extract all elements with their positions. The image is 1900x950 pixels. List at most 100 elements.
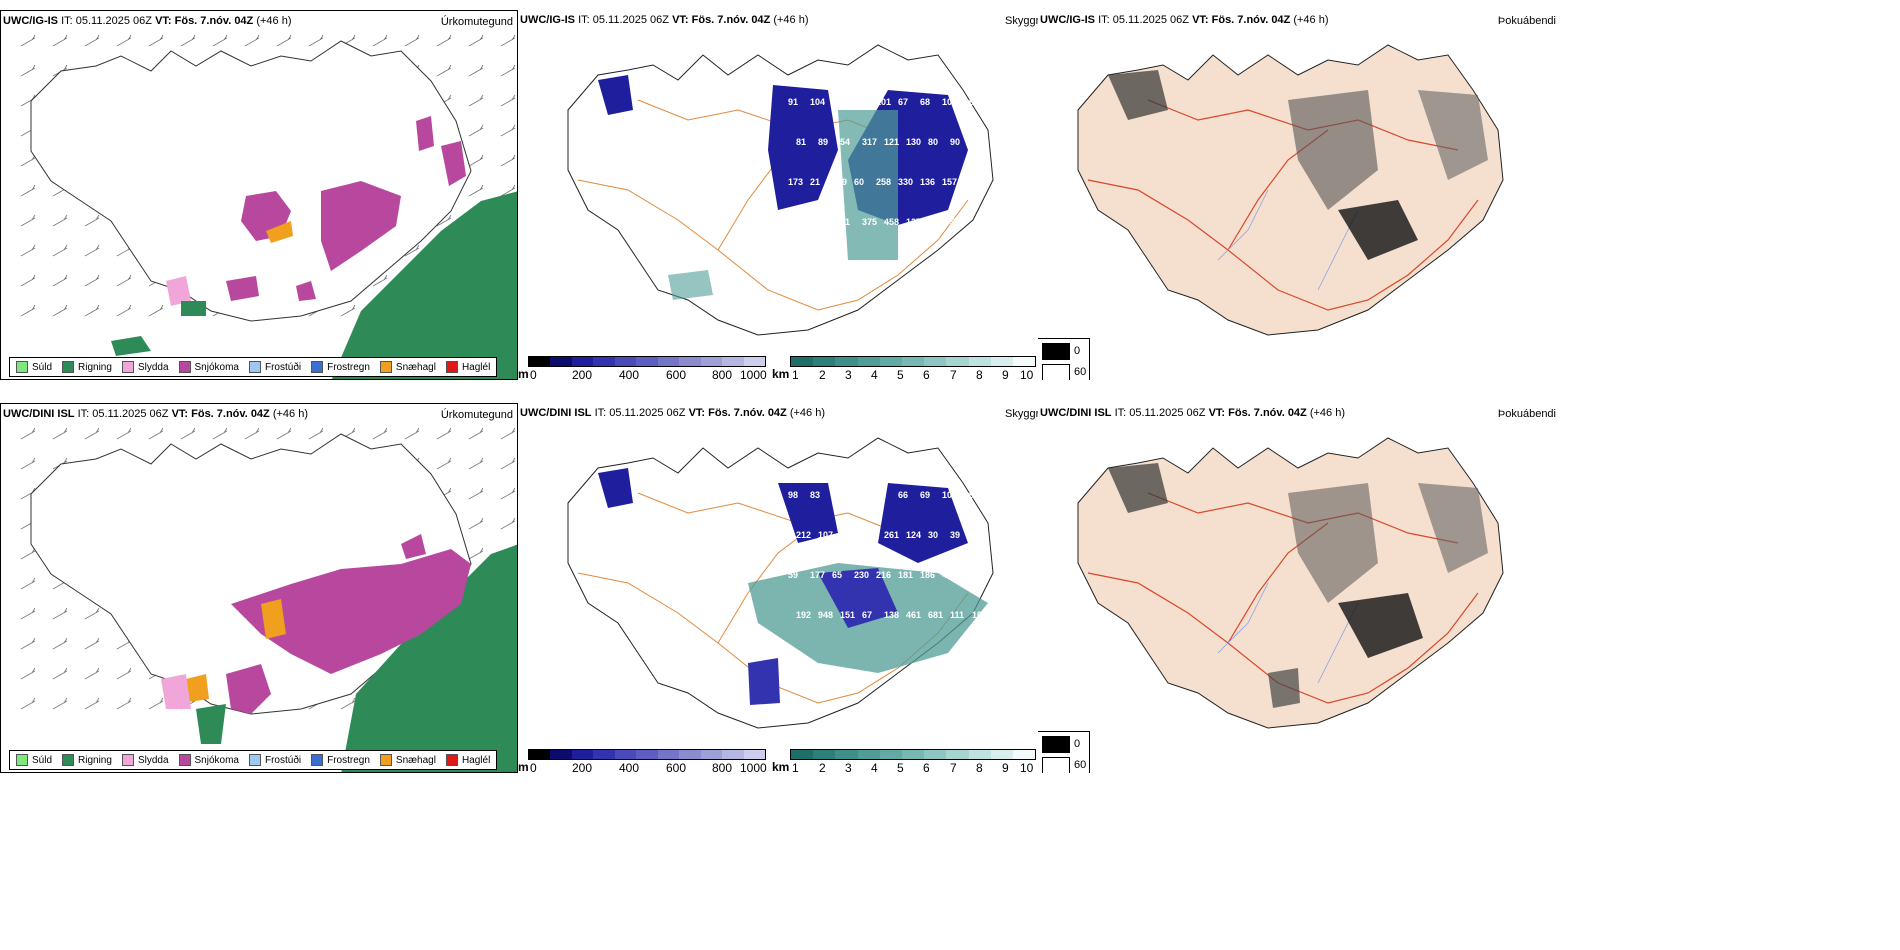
ceiling-value-label: 458 bbox=[884, 217, 899, 227]
visibility-tick: 5 bbox=[897, 368, 904, 380]
legend-swatch bbox=[16, 361, 28, 373]
wind-barb-icon bbox=[20, 214, 36, 227]
legend-item: Slydda bbox=[121, 361, 169, 373]
wind-barb-icon bbox=[468, 94, 484, 107]
wind-barb-icon bbox=[84, 274, 100, 287]
precip-type-map bbox=[20, 34, 517, 379]
fog-legend-value: 0 bbox=[1074, 738, 1081, 750]
wind-barb-icon bbox=[500, 94, 516, 107]
fog-area bbox=[1418, 90, 1488, 180]
wind-barb-icon bbox=[20, 547, 36, 560]
ceiling-value-label: 65 bbox=[832, 570, 842, 580]
wind-barb-icon bbox=[340, 697, 356, 710]
fog-legend-swatch bbox=[1042, 364, 1070, 380]
ceiling-value-label: 66 bbox=[898, 490, 908, 500]
ceiling-value-label: 21 bbox=[810, 177, 820, 187]
snow-area bbox=[226, 664, 271, 714]
panel-header: UWC/DINI ISL IT: 05.11.2025 06Z VT: Fös.… bbox=[3, 408, 309, 420]
ceiling-colorbar: m 0 200 400 600 800 1000 bbox=[518, 356, 768, 380]
wind-barb-icon bbox=[52, 427, 68, 440]
wind-barb-icon bbox=[436, 214, 452, 227]
wind-barb-icon bbox=[52, 244, 68, 257]
wind-barb-icon bbox=[116, 667, 132, 680]
ceiling-value-label: 80 bbox=[928, 137, 938, 147]
visibility-tick: 10 bbox=[1020, 368, 1034, 380]
wind-barb-icon bbox=[84, 34, 100, 47]
wind-barb-icon bbox=[180, 34, 196, 47]
wind-barb-icon bbox=[404, 34, 420, 47]
ceiling-visibility-panel-row2: UWC/DINI ISL IT: 05.11.2025 06Z VT: Fös.… bbox=[518, 403, 1038, 773]
ceiling-value-label: 330 bbox=[898, 177, 913, 187]
legend-item: Frostúði bbox=[248, 754, 301, 766]
legend-item: Haglél bbox=[445, 361, 490, 373]
legend-item: Haglél bbox=[445, 754, 490, 766]
ceiling-tick: 200 bbox=[572, 368, 593, 380]
wind-barb-icon bbox=[468, 517, 484, 530]
legend-item: Slydda bbox=[121, 754, 169, 766]
legend-item: Súld bbox=[16, 754, 52, 766]
wind-barb-icon bbox=[372, 34, 388, 47]
ceiling-value-label: 242 bbox=[964, 570, 979, 580]
visibility-tick: 2 bbox=[819, 761, 826, 773]
wind-barb-icon bbox=[84, 607, 100, 620]
visibility-area bbox=[668, 270, 713, 300]
legend-swatch bbox=[121, 361, 134, 373]
wind-barb-icon bbox=[276, 34, 292, 47]
wind-barb-icon bbox=[84, 697, 100, 710]
wind-barb-icon bbox=[340, 304, 356, 317]
wind-barb-icon bbox=[116, 34, 132, 47]
wind-barb-icon bbox=[500, 154, 516, 167]
ceiling-value-label: 285 bbox=[928, 217, 943, 227]
ceiling-value-label: 176 bbox=[832, 490, 847, 500]
visibility-area bbox=[838, 110, 898, 260]
wind-barb-icon bbox=[500, 124, 516, 137]
legend-item: Súld bbox=[16, 361, 52, 373]
legend-swatch bbox=[121, 754, 134, 766]
panel-header: UWC/IG-IS IT: 05.11.2025 06Z VT: Fös. 7.… bbox=[520, 14, 809, 26]
legend-swatch bbox=[62, 754, 75, 766]
wind-barb-icon bbox=[52, 34, 68, 47]
ceiling-area bbox=[878, 483, 968, 563]
wind-barb-icon bbox=[468, 427, 484, 440]
visibility-tick: 2 bbox=[819, 368, 826, 380]
ceiling-value-label: 84 bbox=[840, 530, 850, 540]
fog-area bbox=[1108, 463, 1168, 513]
fog-legend: 0 60 bbox=[1038, 338, 1090, 380]
ceiling-colorbar: m 0 200 400 600 800 1000 bbox=[518, 749, 768, 773]
wind-barb-icon bbox=[20, 64, 36, 77]
ceiling-value-label: 948 bbox=[818, 610, 833, 620]
panel-name: Skyggni bbox=[1005, 408, 1045, 420]
wind-barb-icon bbox=[20, 244, 36, 257]
ceiling-tick: 400 bbox=[619, 368, 640, 380]
ceiling-value-label: 67 bbox=[862, 610, 872, 620]
legend-item: Frostúði bbox=[248, 361, 301, 373]
ceiling-value-label: 83 bbox=[854, 97, 864, 107]
legend-swatch bbox=[248, 361, 261, 373]
fog-area bbox=[1338, 593, 1423, 658]
ceiling-tick: 1000 bbox=[740, 368, 767, 380]
fog-legend: 0 60 bbox=[1038, 731, 1090, 773]
wind-barb-icon bbox=[436, 427, 452, 440]
panel-header: UWC/IG-IS IT: 05.11.2025 06Z VT: Fös. 7.… bbox=[3, 15, 292, 27]
ceiling-value-label: 107 bbox=[818, 530, 833, 540]
ceiling-value-label: 56 bbox=[964, 177, 974, 187]
ceiling-value-label: 67 bbox=[898, 97, 908, 107]
wind-barb-icon bbox=[148, 304, 164, 317]
wind-barb-icon bbox=[500, 34, 516, 47]
wind-barb-icon bbox=[116, 274, 132, 287]
snow-area bbox=[416, 116, 434, 151]
ceiling-visibility-map: 98 83 176 90 86 66 69 108 99 212 107 84 99 261 124 30 39… bbox=[567, 437, 994, 729]
fog-index-panel-row1: UWC/IG-IS IT: 05.11.2025 06Z VT: Fös. 7.… bbox=[1038, 10, 1560, 380]
legend-item: Frostregn bbox=[311, 361, 370, 373]
rain-area bbox=[111, 336, 151, 356]
wind-barb-icon bbox=[148, 427, 164, 440]
panel-header: UWC/DINI ISL IT: 05.11.2025 06Z VT: Fös.… bbox=[1040, 407, 1346, 419]
wind-barb-icon bbox=[20, 667, 36, 680]
wind-barb-icon bbox=[244, 427, 260, 440]
wind-barb-icon bbox=[468, 184, 484, 197]
snow-area bbox=[441, 141, 466, 186]
ceiling-colorbar-swatches bbox=[528, 749, 766, 760]
legend-swatch bbox=[178, 361, 191, 373]
wind-barb-icon bbox=[500, 487, 516, 500]
ceiling-value-label: 109 bbox=[972, 610, 987, 620]
